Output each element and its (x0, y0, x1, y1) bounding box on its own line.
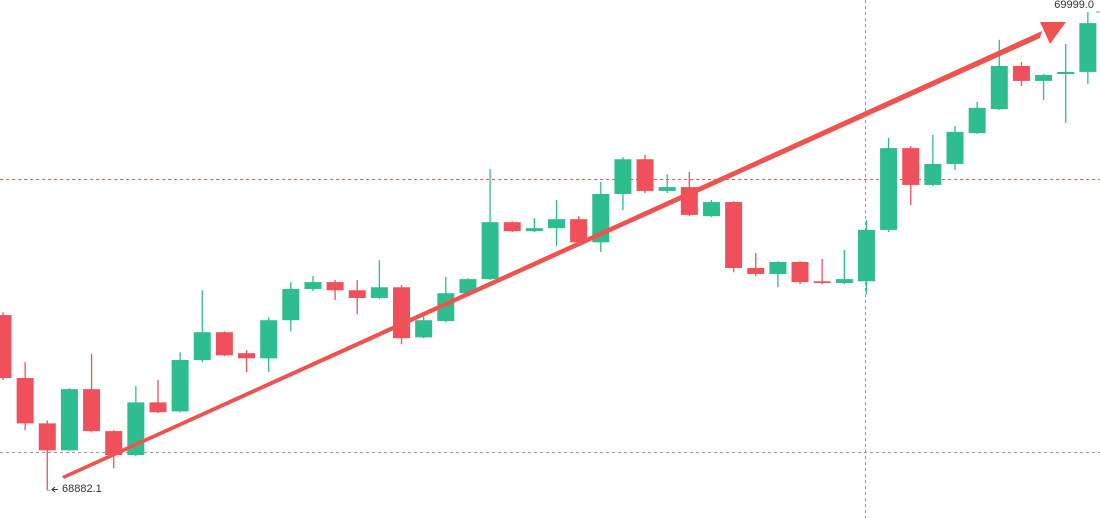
arrow-shaft (62, 31, 1042, 479)
candle-body (570, 219, 588, 243)
candle-body (260, 320, 278, 359)
candle-body (83, 389, 101, 432)
candles (0, 11, 1097, 491)
candle-body (193, 332, 211, 361)
candle-body (880, 148, 898, 230)
candle-body (924, 163, 942, 185)
candle-body (1012, 65, 1030, 81)
candle-body (791, 261, 809, 283)
candle-body (968, 107, 986, 134)
candle-body (326, 282, 344, 291)
candle-body (0, 315, 12, 379)
candle-body (636, 159, 654, 191)
annotations: 69999.0 68882.1 (47, 0, 1100, 495)
candle-body (238, 353, 256, 359)
low-label: 68882.1 (62, 483, 102, 495)
candle-body (725, 202, 743, 268)
candle-body (171, 360, 189, 412)
candle-body (393, 287, 411, 339)
candle-body (525, 228, 543, 232)
candle-body (16, 378, 34, 424)
candle-body (857, 229, 875, 282)
candle-body (902, 148, 920, 185)
low-arrow-head (51, 486, 56, 493)
arrow-head (1040, 22, 1066, 44)
candle-body (149, 402, 167, 413)
candle-body (304, 282, 322, 289)
candle-body (38, 423, 56, 451)
candle-body (614, 159, 632, 194)
candle-body (747, 267, 765, 274)
candle-body (1057, 71, 1075, 75)
candle-body (702, 202, 720, 217)
candle-body (215, 332, 233, 356)
candle-body (105, 431, 123, 456)
high-label: 69999.0 (1054, 0, 1094, 11)
candle-body (813, 281, 831, 283)
candle-body (658, 187, 676, 191)
candle-body (348, 290, 366, 298)
candle-body (1035, 74, 1053, 81)
candle-body (370, 287, 388, 298)
trend-arrow (62, 22, 1066, 479)
candle-body (415, 320, 433, 338)
candle-body (503, 222, 521, 232)
candle-body (835, 279, 853, 283)
candle-body (1079, 23, 1097, 72)
candle-body (60, 389, 78, 451)
candle-body (481, 222, 499, 280)
candle-body (548, 219, 565, 229)
candle-body (946, 131, 964, 164)
candle-body (990, 65, 1008, 110)
candle-body (459, 279, 477, 294)
candle-body (769, 261, 787, 274)
candle-body (282, 288, 300, 321)
